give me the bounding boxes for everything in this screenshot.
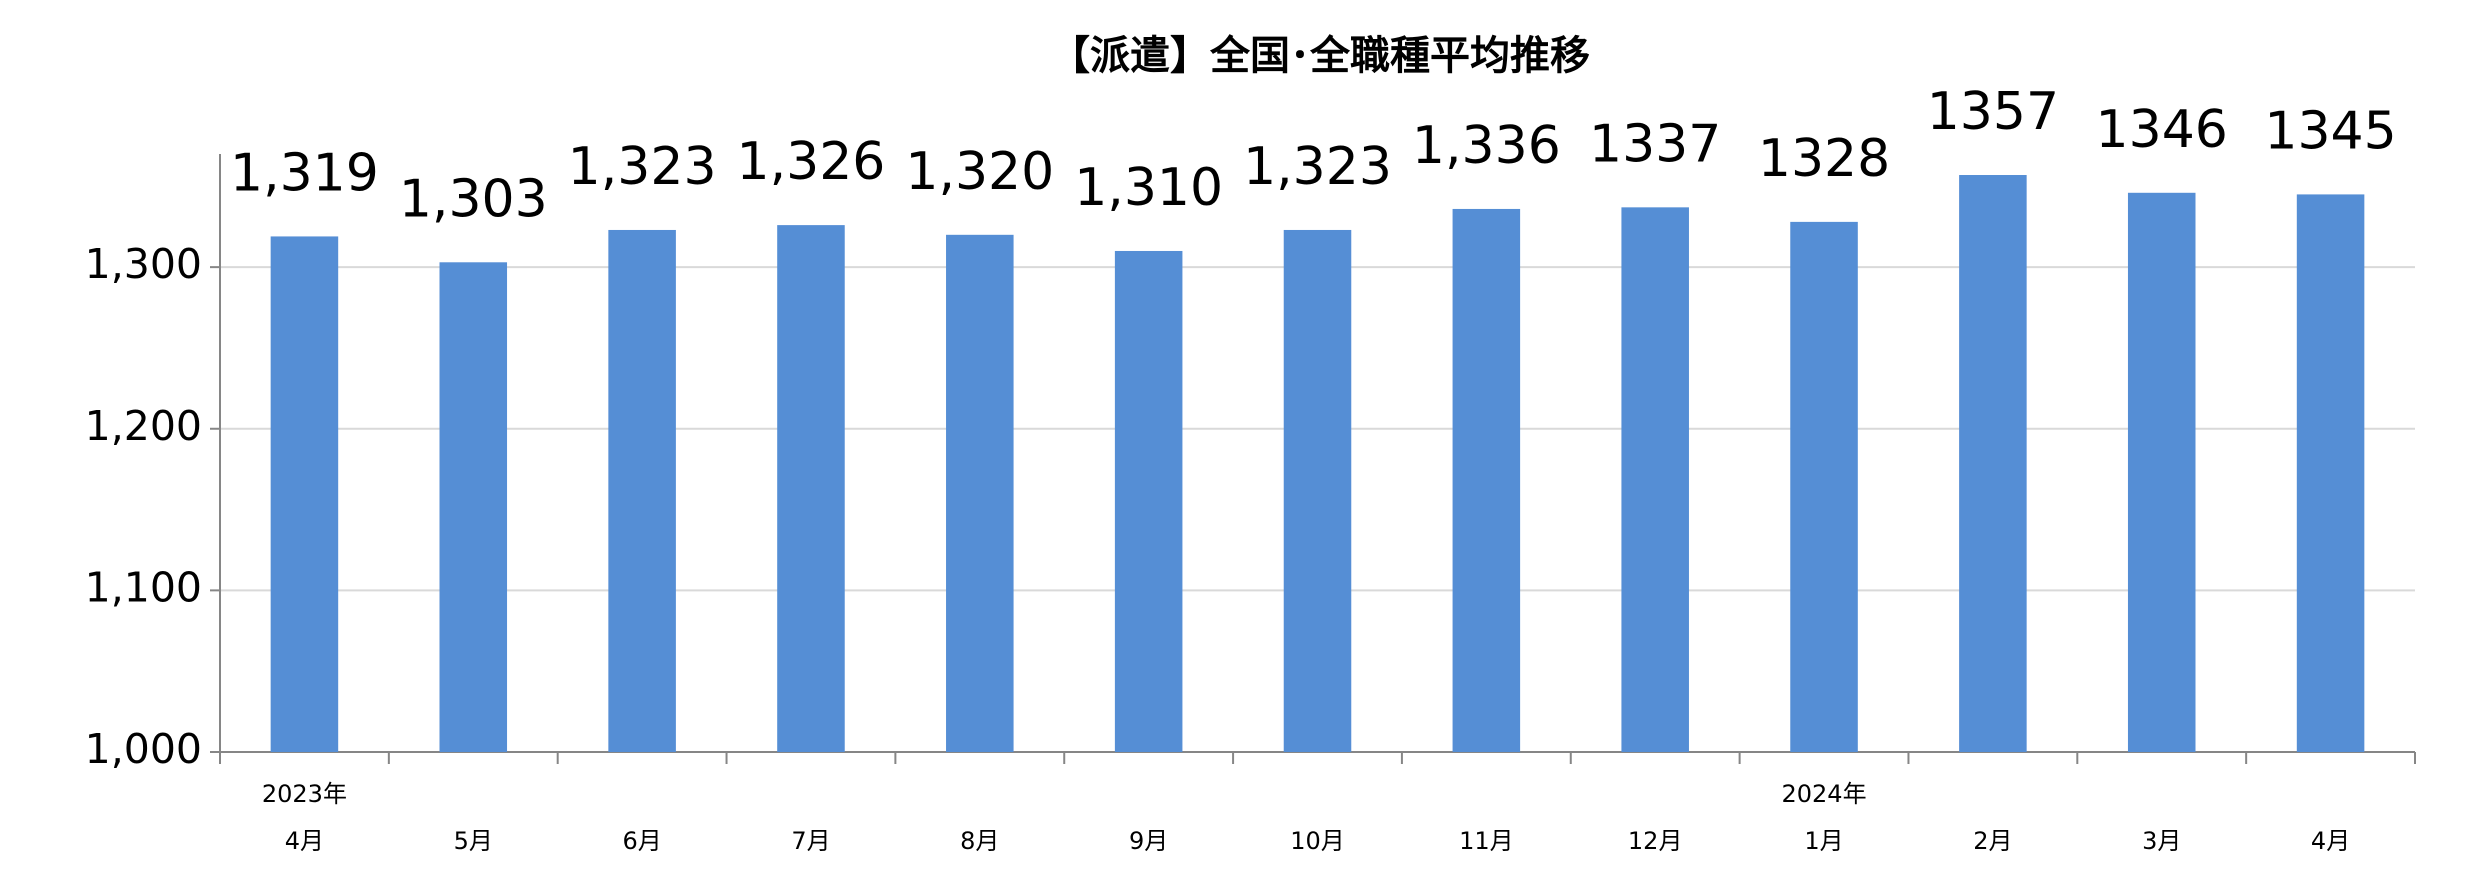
- x-tick-label: 7月: [791, 827, 830, 855]
- bar: [1790, 221, 1858, 752]
- x-tick-label: 12月: [1628, 827, 1683, 855]
- bar: [1621, 207, 1689, 752]
- x-tick-label: 5月: [454, 827, 493, 855]
- y-tick-label: 1,100: [85, 563, 202, 611]
- value-label: 1345: [2264, 101, 2396, 161]
- x-tick-label: 8月: [960, 827, 999, 855]
- bar: [2127, 192, 2196, 752]
- x-tick-label: 4月: [2311, 827, 2350, 855]
- x-tick-label: 4月: [285, 827, 324, 855]
- value-label: 1357: [1927, 82, 2059, 142]
- x-tick-label: 9月: [1129, 827, 1168, 855]
- bar: [946, 234, 1014, 753]
- bar: [777, 225, 845, 752]
- bar: [2296, 194, 2365, 753]
- bar: [1114, 250, 1183, 753]
- value-label: 1,303: [399, 169, 548, 229]
- x-tick-label: 3月: [2142, 827, 2181, 855]
- y-tick-label: 1,300: [85, 240, 202, 288]
- bar: [1959, 175, 2027, 752]
- value-label: 1,320: [905, 142, 1054, 202]
- value-label: 1,326: [737, 132, 886, 192]
- x-tick-label: 10月: [1290, 827, 1345, 855]
- value-label: 1328: [1758, 129, 1890, 189]
- value-label: 1,319: [230, 143, 379, 203]
- bar: [1452, 208, 1521, 752]
- x-tick-label: 2月: [1973, 827, 2012, 855]
- value-label: 1346: [2096, 100, 2228, 160]
- x-tick-label: 1月: [1804, 827, 1843, 855]
- value-label: 1,323: [1243, 137, 1392, 197]
- x-tick-label: 6月: [622, 827, 661, 855]
- year-label: 2023年: [262, 780, 347, 808]
- bar: [1283, 229, 1352, 752]
- year-label: 2024年: [1781, 780, 1866, 808]
- y-tick-label: 1,200: [85, 402, 202, 450]
- bar: [439, 262, 508, 752]
- value-label: 1,310: [1074, 158, 1223, 218]
- value-label: 1337: [1589, 114, 1721, 174]
- y-tick-label: 1,000: [85, 725, 202, 773]
- bar: [608, 229, 676, 752]
- bar: [270, 236, 339, 753]
- value-label: 1,323: [568, 137, 717, 197]
- chart-title: 【派遣】全国･全職種平均推移: [1050, 33, 1590, 79]
- value-label: 1,336: [1412, 116, 1561, 176]
- x-tick-label: 11月: [1459, 827, 1514, 855]
